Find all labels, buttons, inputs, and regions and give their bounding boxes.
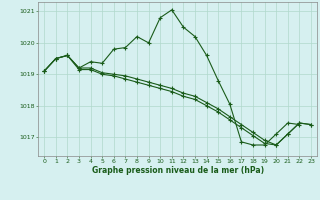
X-axis label: Graphe pression niveau de la mer (hPa): Graphe pression niveau de la mer (hPa): [92, 166, 264, 175]
